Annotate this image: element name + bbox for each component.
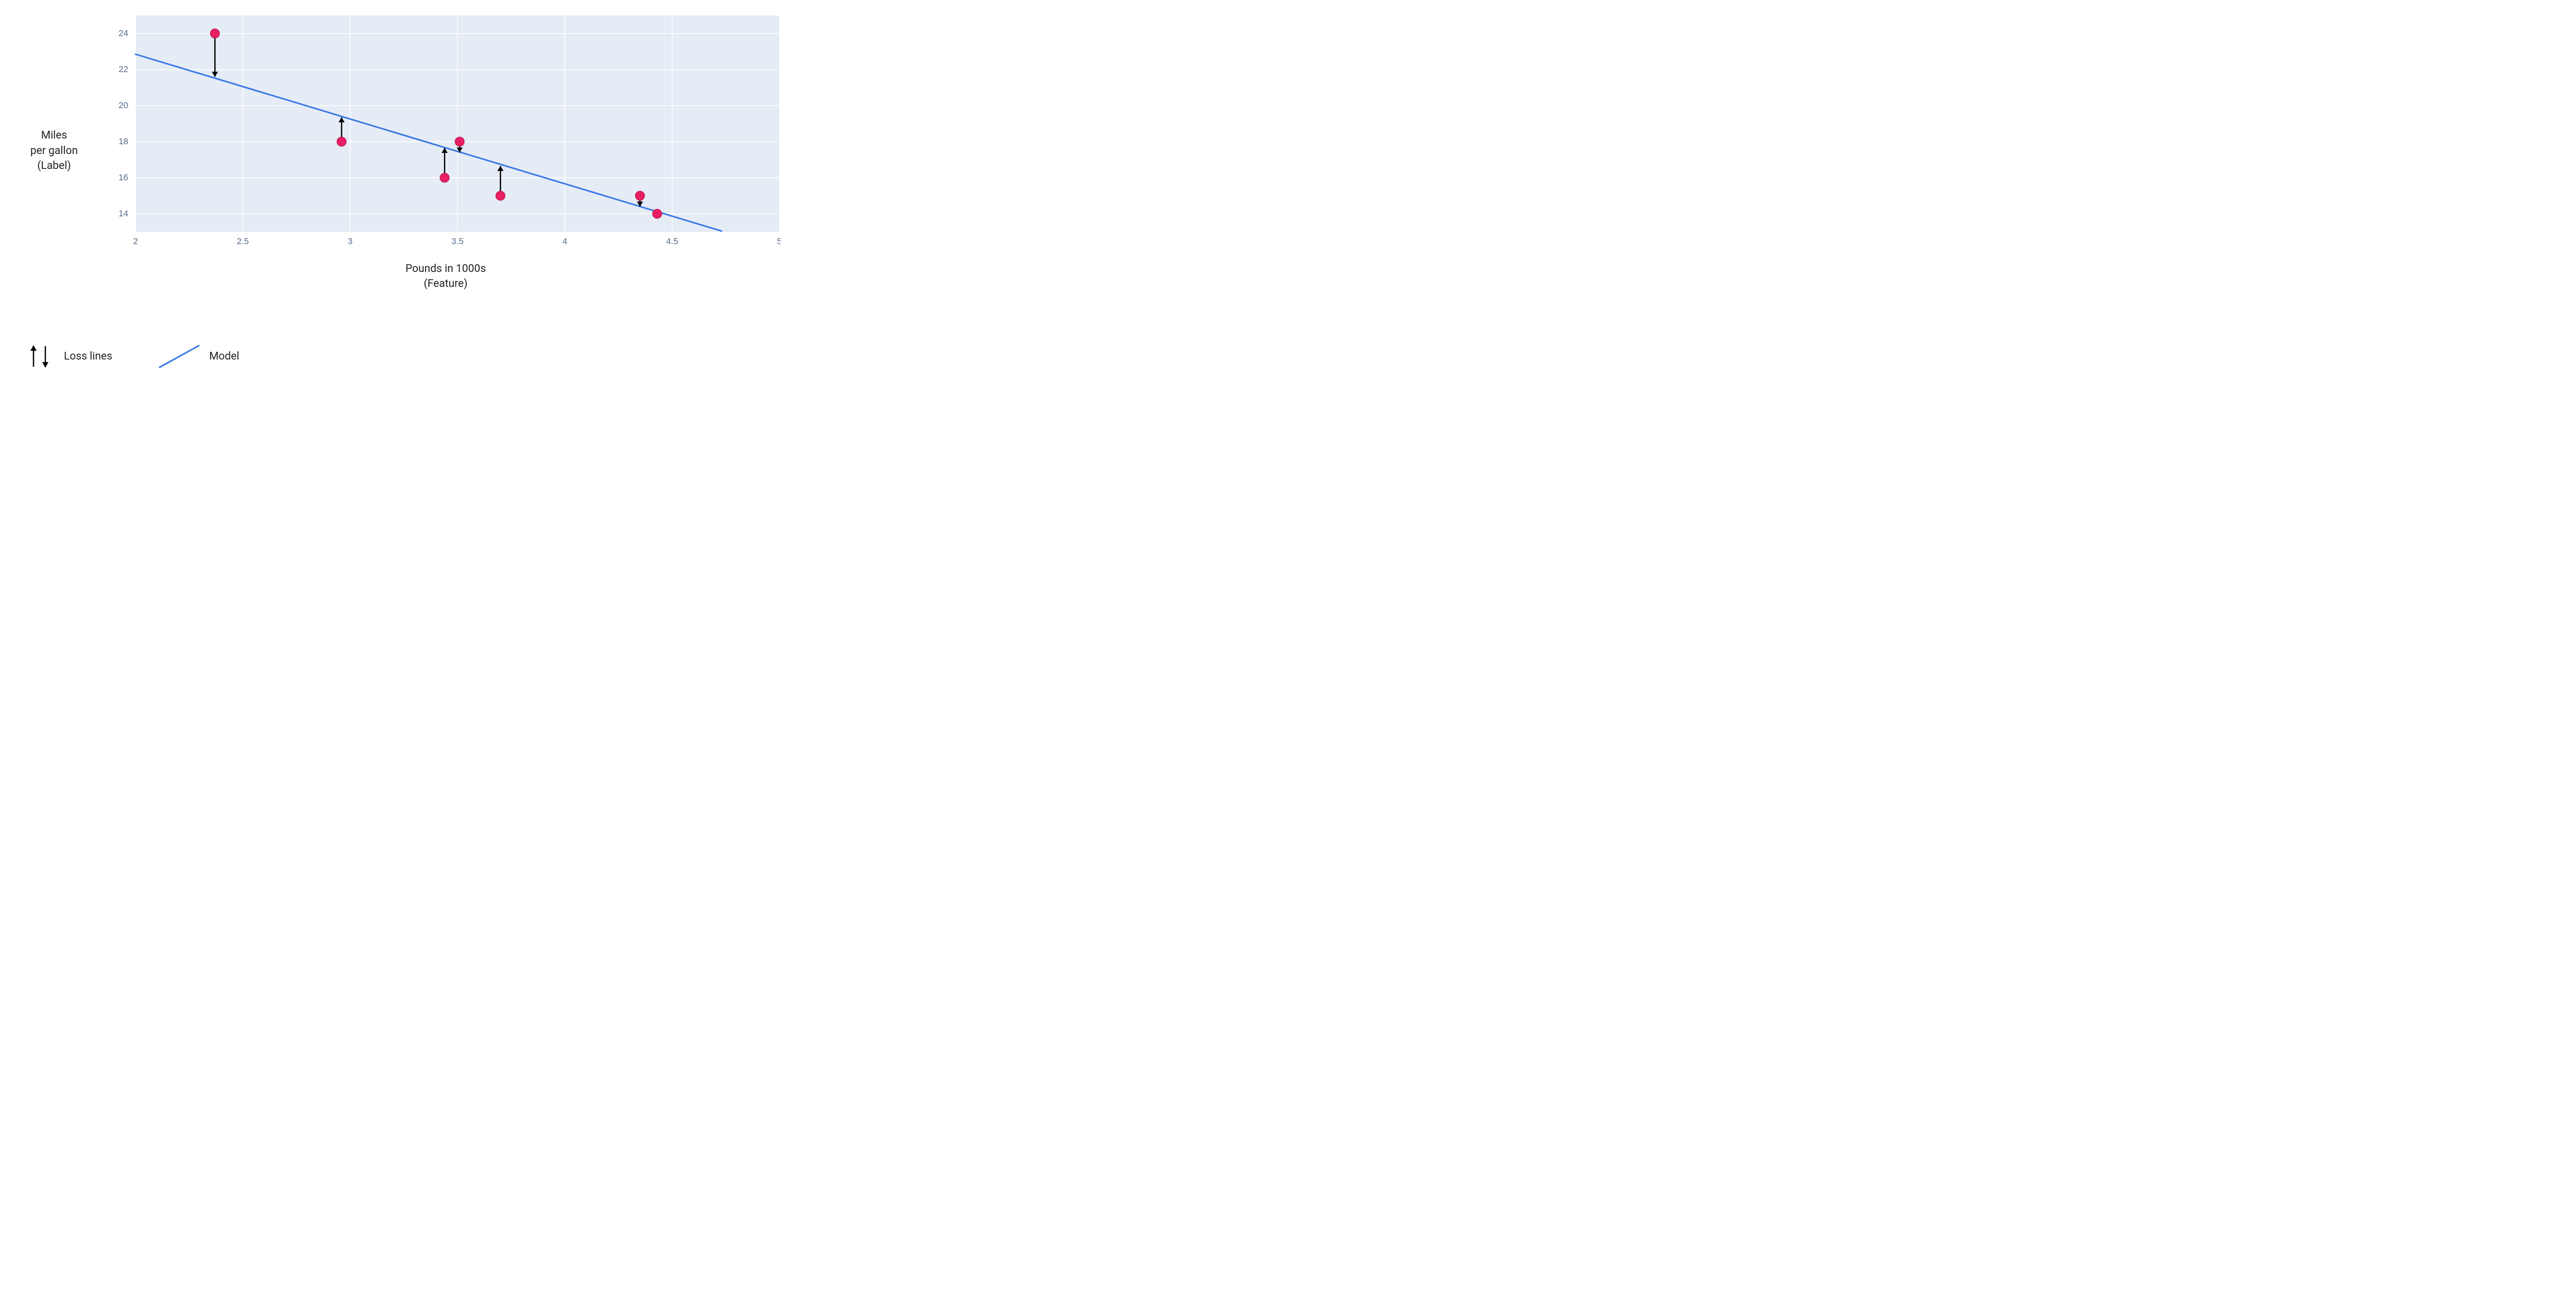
y-axis-label-line2: per gallon bbox=[15, 144, 93, 159]
legend: Loss lines Model bbox=[26, 344, 799, 369]
legend-loss-lines-label: Loss lines bbox=[64, 350, 112, 363]
chart-row: Miles per gallon (Label) 14 16 18 20 22 24 2 2.… bbox=[15, 10, 799, 292]
svg-text:5: 5 bbox=[777, 236, 781, 246]
figure-container: Miles per gallon (Label) 14 16 18 20 22 24 2 2.… bbox=[0, 0, 814, 390]
svg-text:24: 24 bbox=[118, 28, 128, 38]
plot-column: 14 16 18 20 22 24 2 2.5 3 3.5 4 4.5 5 Pounds in 1000… bbox=[93, 10, 799, 292]
legend-model: Model bbox=[159, 344, 239, 369]
y-axis-label-line1: Miles bbox=[15, 128, 93, 143]
legend-model-label: Model bbox=[209, 350, 239, 363]
svg-text:4.5: 4.5 bbox=[666, 236, 679, 246]
y-axis-label-line3: (Label) bbox=[15, 159, 93, 174]
svg-text:4: 4 bbox=[563, 236, 567, 246]
svg-text:3: 3 bbox=[348, 236, 352, 246]
svg-text:16: 16 bbox=[118, 173, 128, 182]
svg-text:18: 18 bbox=[118, 136, 128, 146]
model-line-icon bbox=[159, 344, 200, 369]
legend-loss-lines: Loss lines bbox=[26, 344, 112, 369]
x-axis-label-line1: Pounds in 1000s bbox=[405, 262, 486, 277]
svg-text:2.5: 2.5 bbox=[237, 236, 249, 246]
scatter-plot: 14 16 18 20 22 24 2 2.5 3 3.5 4 4.5 5 bbox=[111, 10, 781, 252]
svg-text:22: 22 bbox=[118, 64, 128, 74]
svg-text:3.5: 3.5 bbox=[451, 236, 464, 246]
svg-text:14: 14 bbox=[118, 209, 128, 218]
svg-text:20: 20 bbox=[118, 100, 128, 110]
loss-lines-icon bbox=[26, 344, 55, 369]
y-axis-label: Miles per gallon (Label) bbox=[15, 128, 93, 174]
x-axis-label-line2: (Feature) bbox=[405, 277, 486, 292]
svg-text:2: 2 bbox=[133, 236, 138, 246]
x-axis-label: Pounds in 1000s (Feature) bbox=[405, 262, 486, 292]
